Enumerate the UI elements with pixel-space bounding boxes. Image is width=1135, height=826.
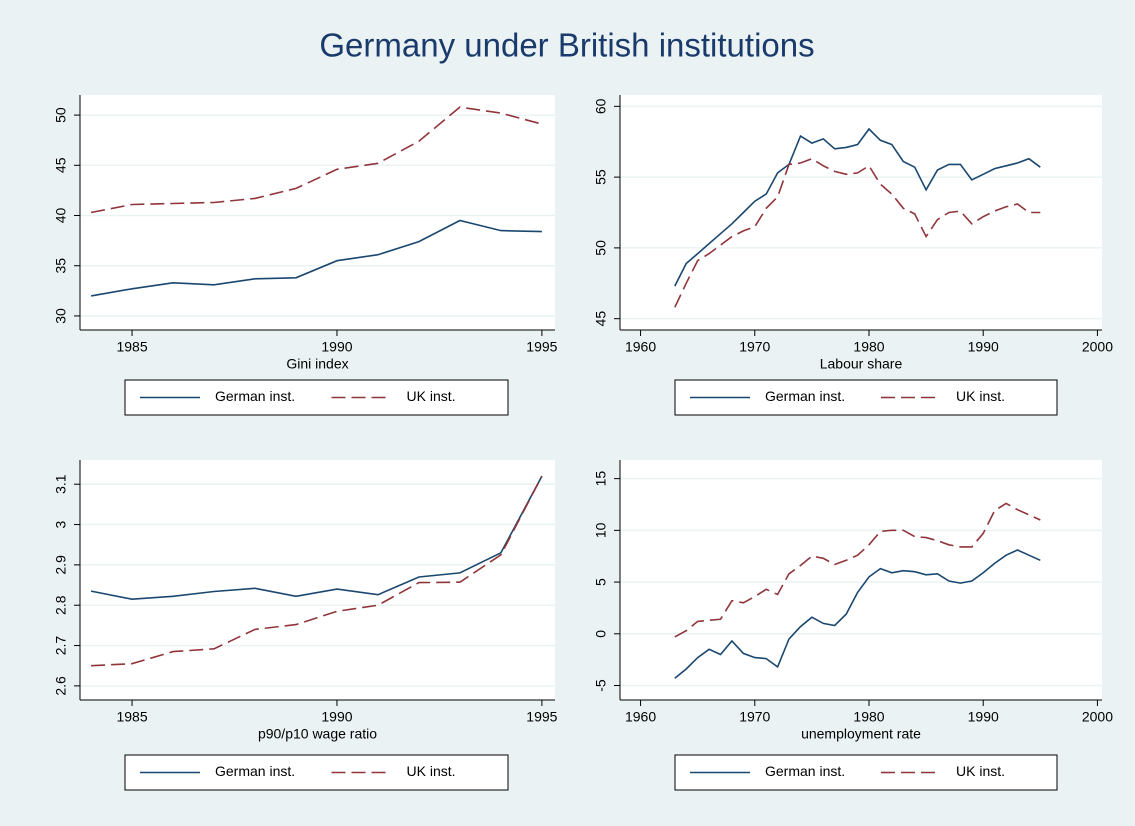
y-tick-label: 2.7	[53, 636, 69, 656]
y-tick-label: 2.8	[53, 595, 69, 615]
y-tick-label: 50	[53, 107, 69, 123]
y-tick-label: 45	[593, 311, 609, 327]
y-tick-label: 3.1	[53, 474, 69, 494]
plot-area	[620, 460, 1102, 700]
y-tick-label: 35	[53, 258, 69, 274]
series-line	[90, 106, 543, 214]
y-tick-label: -5	[593, 679, 609, 692]
x-axis-title: Gini index	[286, 356, 348, 372]
series-line	[674, 157, 1041, 308]
plot-area	[80, 460, 555, 700]
y-tick-label: 0	[593, 630, 609, 638]
x-tick-label: 2000	[1082, 339, 1113, 355]
legend-label: UK inst.	[956, 388, 1005, 404]
y-tick-label: 2.6	[53, 676, 69, 696]
x-tick-label: 1970	[739, 339, 770, 355]
legend-label: German inst.	[215, 763, 295, 779]
x-tick-label: 1970	[739, 709, 770, 725]
y-tick-label: 10	[593, 522, 609, 538]
y-tick-label: 3	[53, 520, 69, 528]
legend-label: German inst.	[215, 388, 295, 404]
series-line	[674, 502, 1041, 638]
legend-label: UK inst.	[407, 388, 456, 404]
legend-label: German inst.	[765, 763, 845, 779]
legend-label: UK inst.	[956, 763, 1005, 779]
legend-label: German inst.	[765, 388, 845, 404]
x-axis-title: Labour share	[820, 356, 903, 372]
x-tick-label: 1985	[116, 709, 147, 725]
x-tick-label: 1980	[853, 339, 884, 355]
x-tick-label: 1990	[968, 339, 999, 355]
x-tick-label: 1995	[526, 339, 557, 355]
plot-area	[80, 95, 555, 330]
y-tick-label: 2.9	[53, 555, 69, 575]
x-tick-label: 1960	[625, 709, 656, 725]
y-tick-label: 5	[593, 578, 609, 586]
x-tick-label: 1990	[321, 339, 352, 355]
x-tick-label: 1980	[853, 709, 884, 725]
x-tick-label: 1990	[321, 709, 352, 725]
series-line	[674, 549, 1041, 679]
y-tick-label: 50	[593, 240, 609, 256]
series-line	[91, 475, 543, 667]
y-tick-label: 30	[53, 308, 69, 324]
plot-area	[620, 95, 1102, 330]
y-tick-label: 55	[593, 169, 609, 185]
x-tick-label: 1995	[526, 709, 557, 725]
x-tick-label: 1990	[968, 709, 999, 725]
x-axis-title: unemployment rate	[801, 726, 921, 742]
x-tick-label: 2000	[1082, 709, 1113, 725]
x-tick-label: 1985	[116, 339, 147, 355]
y-tick-label: 60	[593, 98, 609, 114]
x-axis-title: p90/p10 wage ratio	[258, 726, 377, 742]
series-line	[674, 127, 1041, 287]
series-line	[90, 219, 542, 297]
series-line	[90, 475, 543, 601]
y-tick-label: 45	[53, 157, 69, 173]
legend-label: UK inst.	[407, 763, 456, 779]
y-tick-label: 40	[53, 208, 69, 224]
figure-title: Germany under British institutions	[319, 27, 814, 64]
y-tick-label: 15	[593, 471, 609, 487]
x-tick-label: 1960	[625, 339, 656, 355]
